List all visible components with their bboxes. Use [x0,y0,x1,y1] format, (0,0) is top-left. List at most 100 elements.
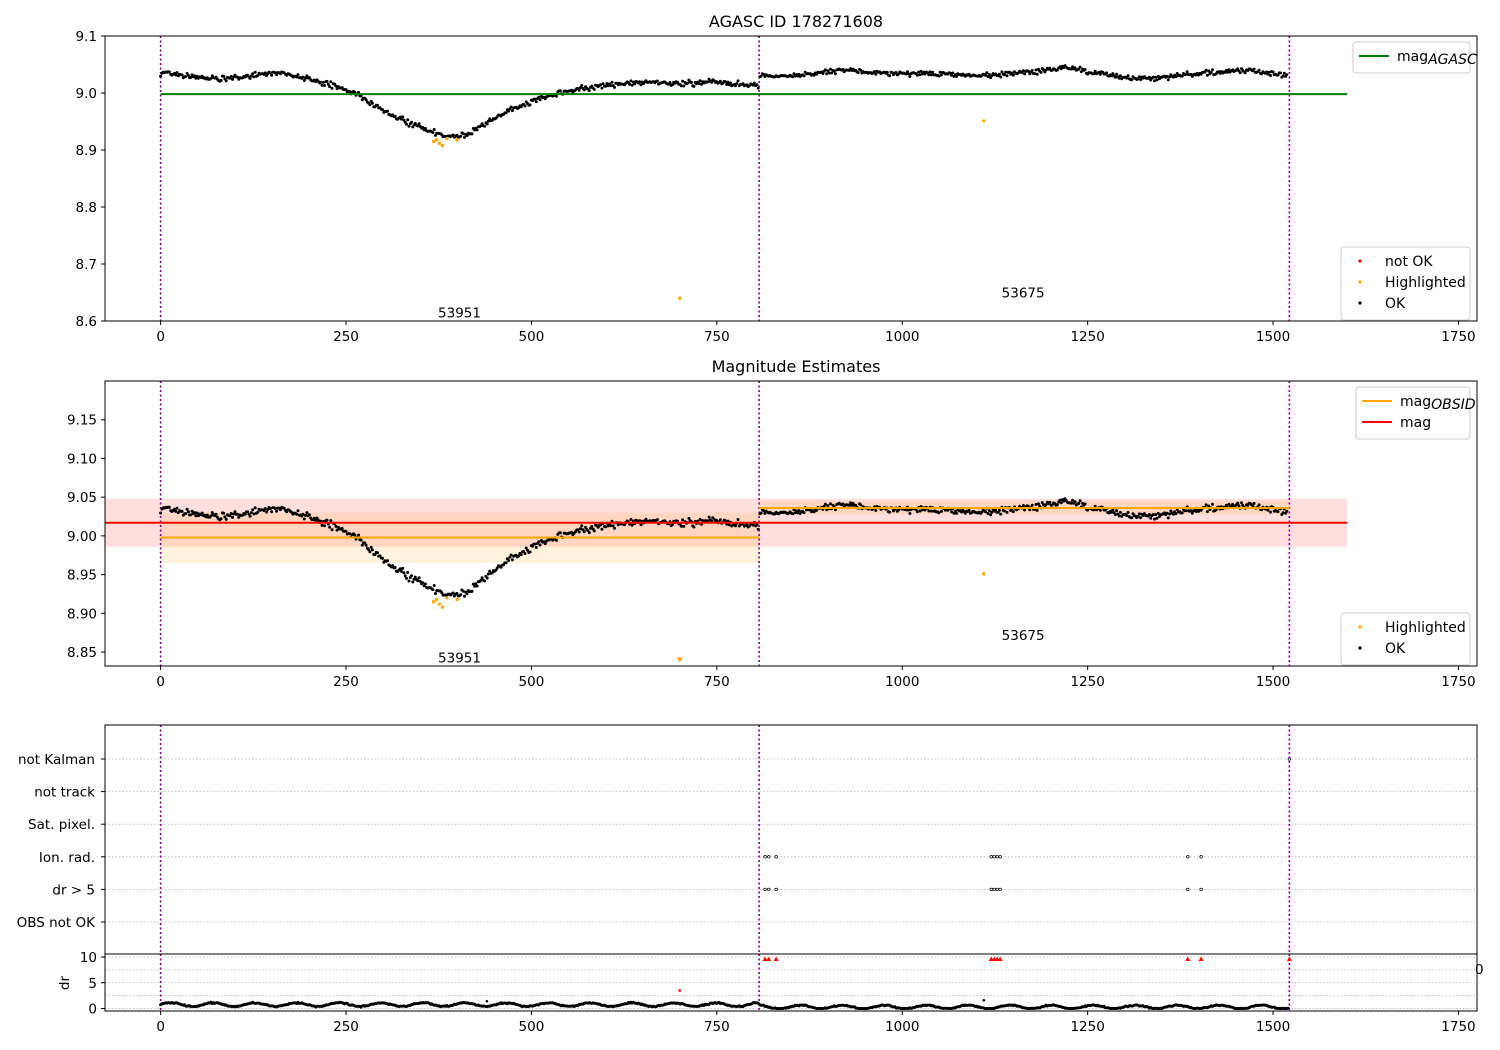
ok-point [236,75,239,79]
ok-point [929,509,933,513]
ok-point [1156,511,1160,515]
ok-point [1189,509,1193,513]
ok-point [1059,501,1063,505]
ok-point [639,83,643,87]
ok-point [410,120,413,124]
highlighted-point [437,602,442,606]
ok-point [1224,503,1228,507]
legend-label: Highlighted [1385,620,1466,636]
ok-point [451,133,455,137]
ok-point [278,508,282,512]
y-tick-label: 8.90 [67,606,97,622]
ok-point [1155,78,1159,82]
ok-point [417,576,421,580]
x-tick-label: 1250 [1070,674,1104,690]
ok-point [1168,512,1172,516]
flag-point [992,855,996,859]
ok-point [302,79,306,82]
ok-point [1077,501,1081,505]
ok-point [1034,503,1038,506]
ok-point [955,511,958,515]
ok-point [885,70,889,74]
ok-point [948,71,952,75]
ok-point [950,510,953,514]
ok-point [509,105,513,109]
ok-point [984,510,987,514]
ok-point [951,71,955,75]
flag-point [1199,887,1203,892]
ok-point [984,73,987,77]
ok-point [987,73,991,76]
ok-point [706,80,710,84]
ok-point [697,82,701,86]
ok-point [320,83,324,87]
ok-point [307,513,311,517]
ok-point [1021,69,1025,73]
ok-point [671,523,674,526]
ok-point [533,97,537,101]
ok-point [792,508,796,512]
ok-point [582,530,586,534]
ok-point [580,84,584,87]
y-tick-label: 0 [88,1002,97,1018]
ok-point [1149,516,1153,520]
ok-point [582,88,586,92]
y-tick-label: 5 [88,976,97,992]
legend-marker-swatch [1358,625,1362,629]
ok-point [874,509,878,512]
x-tick-label: 0 [156,1019,165,1035]
ok-point [762,509,766,513]
ok-point [167,505,171,509]
obsid-label: 53675 [1002,286,1045,302]
legend-label: Highlighted [1385,275,1466,291]
ok-point [1199,508,1203,512]
x-tick-label: 0 [156,674,165,690]
ok-point [1166,516,1170,520]
ok-point [802,74,806,78]
ok-point [1110,510,1114,514]
flag-category-label: OBS not OK [17,915,97,931]
ok-point [1026,69,1030,73]
ok-point [812,510,816,514]
legend-marker-swatch [1358,301,1362,305]
ok-point [841,68,845,71]
ok-point [1257,503,1261,507]
ok-point [508,555,512,559]
legend-box [1340,246,1471,321]
ok-point [184,75,188,79]
highlighted-point [982,119,986,123]
ok-point [718,518,722,522]
x-tick-label: 500 [519,674,545,690]
ok-point [1267,70,1271,74]
ok-point [1227,68,1231,72]
ok-point [295,512,299,516]
ok-point [1279,71,1282,75]
ok-point [592,529,596,533]
ok-point [524,546,528,550]
ok-point [534,100,538,104]
chart-title: AGASC ID 178271608 [709,12,883,31]
flag-point [763,855,767,859]
ok-point [1005,510,1009,514]
ok-point [1136,515,1140,518]
ok-point [812,73,816,77]
ok-point [423,582,427,586]
ok-point [504,561,508,565]
ok-point [296,73,300,77]
ok-point [644,517,648,521]
ok-point [1243,71,1247,75]
ok-point [671,83,674,87]
ok-point [1113,75,1117,79]
ok-point [1005,74,1009,78]
ok-point [841,502,845,506]
x-tick-label: 500 [519,1019,545,1035]
ok-point [682,524,686,528]
ok-point [319,80,323,84]
ok-point [416,579,420,583]
ok-point [1154,513,1158,517]
ok-point [495,566,499,570]
ok-point [923,508,927,512]
ok-point [231,515,234,519]
ok-point [1125,76,1129,80]
ok-point [431,131,435,134]
